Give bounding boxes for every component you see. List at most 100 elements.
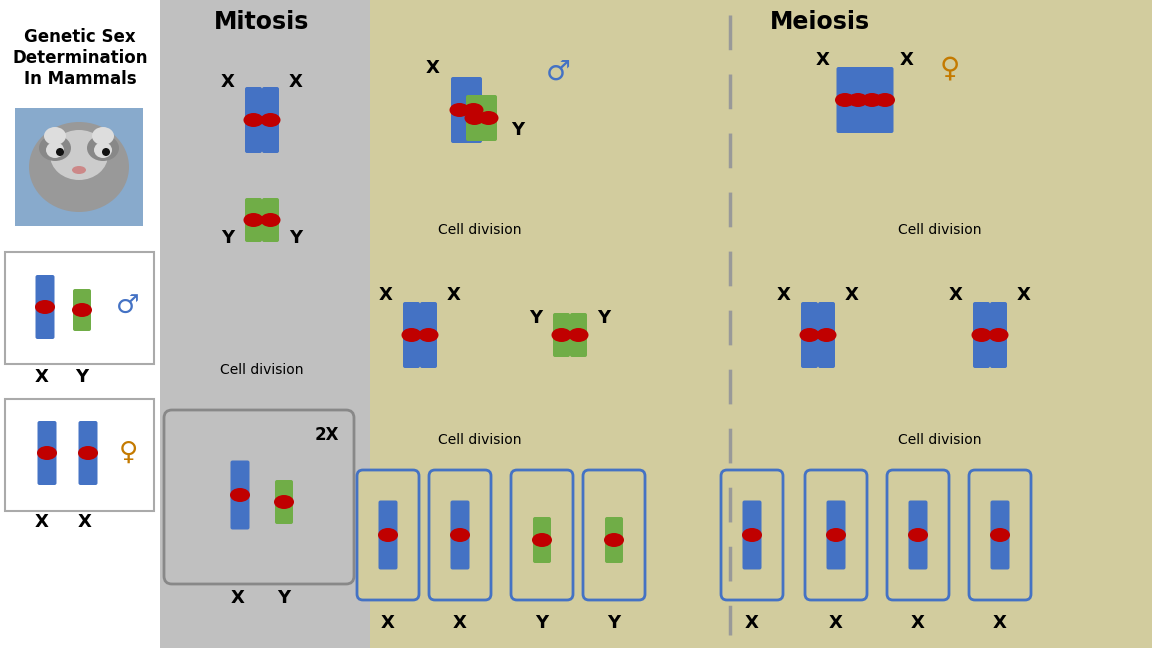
Ellipse shape (799, 328, 819, 342)
Text: Mitosis: Mitosis (214, 10, 310, 34)
Text: X: X (816, 51, 829, 69)
Ellipse shape (50, 130, 108, 180)
Text: Y: Y (221, 229, 235, 247)
FancyBboxPatch shape (553, 313, 570, 357)
Text: X: X (221, 73, 235, 91)
FancyBboxPatch shape (836, 67, 854, 133)
Ellipse shape (378, 528, 397, 542)
Text: X: X (949, 286, 963, 304)
FancyBboxPatch shape (450, 500, 470, 570)
Ellipse shape (230, 488, 250, 502)
Text: 2X: 2X (314, 426, 339, 444)
Text: Y: Y (530, 309, 543, 327)
FancyBboxPatch shape (818, 302, 835, 368)
Text: X: X (1017, 286, 1031, 304)
FancyBboxPatch shape (36, 275, 54, 339)
Text: ♀: ♀ (119, 440, 138, 466)
Ellipse shape (88, 135, 119, 161)
Text: X: X (78, 513, 92, 531)
FancyBboxPatch shape (5, 252, 154, 364)
FancyBboxPatch shape (909, 500, 927, 570)
Text: X: X (846, 286, 859, 304)
Ellipse shape (568, 328, 589, 342)
FancyBboxPatch shape (973, 302, 990, 368)
FancyBboxPatch shape (877, 67, 894, 133)
Text: X: X (35, 368, 48, 386)
Ellipse shape (418, 328, 439, 342)
Ellipse shape (742, 528, 761, 542)
FancyBboxPatch shape (864, 67, 880, 133)
FancyBboxPatch shape (450, 77, 468, 143)
Text: Cell division: Cell division (899, 433, 982, 447)
Text: Y: Y (75, 368, 89, 386)
Ellipse shape (848, 93, 867, 107)
Text: X: X (900, 51, 914, 69)
FancyBboxPatch shape (826, 500, 846, 570)
Ellipse shape (908, 528, 929, 542)
FancyBboxPatch shape (262, 198, 279, 242)
Text: ♂: ♂ (116, 294, 139, 320)
Ellipse shape (990, 528, 1010, 542)
Text: X: X (289, 73, 303, 91)
Ellipse shape (44, 127, 66, 145)
Ellipse shape (37, 446, 56, 460)
Ellipse shape (876, 93, 895, 107)
FancyBboxPatch shape (605, 517, 623, 563)
Ellipse shape (103, 148, 109, 156)
FancyBboxPatch shape (990, 302, 1007, 368)
Text: X: X (447, 286, 461, 304)
FancyBboxPatch shape (743, 500, 761, 570)
FancyBboxPatch shape (5, 399, 154, 511)
FancyBboxPatch shape (429, 470, 491, 600)
Text: X: X (426, 59, 440, 77)
Ellipse shape (835, 93, 855, 107)
Text: Cell division: Cell division (220, 363, 304, 377)
Ellipse shape (39, 135, 71, 161)
Text: X: X (778, 286, 791, 304)
Ellipse shape (552, 328, 571, 342)
Text: X: X (829, 614, 843, 632)
Ellipse shape (35, 300, 55, 314)
Ellipse shape (243, 213, 264, 227)
Ellipse shape (56, 148, 65, 156)
Text: Y: Y (536, 614, 548, 632)
Ellipse shape (71, 303, 92, 317)
Text: Genetic Sex
Determination
In Mammals: Genetic Sex Determination In Mammals (13, 29, 147, 87)
FancyBboxPatch shape (887, 470, 949, 600)
FancyBboxPatch shape (801, 302, 818, 368)
FancyBboxPatch shape (230, 461, 250, 529)
FancyBboxPatch shape (849, 67, 866, 133)
Text: Cell division: Cell division (899, 223, 982, 237)
FancyBboxPatch shape (467, 95, 483, 141)
Text: Y: Y (511, 121, 524, 139)
FancyBboxPatch shape (379, 500, 397, 570)
FancyBboxPatch shape (583, 470, 645, 600)
Text: Y: Y (278, 589, 290, 607)
Ellipse shape (46, 142, 65, 158)
Text: X: X (745, 614, 759, 632)
FancyBboxPatch shape (465, 77, 482, 143)
Text: X: X (453, 614, 467, 632)
Text: Y: Y (289, 229, 303, 247)
FancyBboxPatch shape (533, 517, 551, 563)
Text: ♀: ♀ (940, 54, 960, 82)
Bar (15, 108, 143, 226)
FancyBboxPatch shape (403, 302, 420, 368)
Ellipse shape (532, 533, 552, 547)
FancyBboxPatch shape (275, 480, 293, 524)
Text: Meiosis: Meiosis (770, 10, 870, 34)
FancyBboxPatch shape (245, 87, 262, 153)
Ellipse shape (71, 166, 86, 174)
FancyBboxPatch shape (805, 470, 867, 600)
Text: X: X (381, 614, 395, 632)
FancyBboxPatch shape (164, 410, 354, 584)
Ellipse shape (274, 495, 294, 509)
Ellipse shape (94, 142, 112, 158)
Text: X: X (232, 589, 245, 607)
Ellipse shape (260, 113, 280, 127)
FancyBboxPatch shape (420, 302, 437, 368)
Ellipse shape (92, 127, 114, 145)
Text: X: X (379, 286, 393, 304)
Ellipse shape (826, 528, 846, 542)
Ellipse shape (243, 113, 264, 127)
